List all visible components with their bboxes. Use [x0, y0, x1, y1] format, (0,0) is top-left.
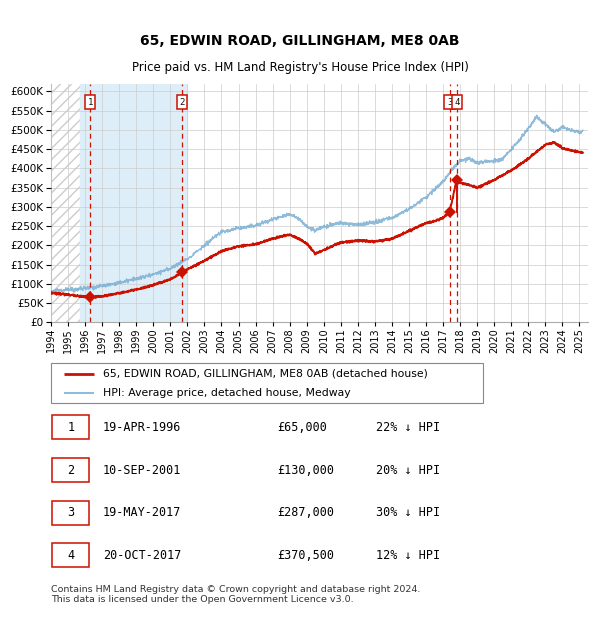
Text: 19-APR-1996: 19-APR-1996 — [103, 421, 181, 434]
Text: 20% ↓ HPI: 20% ↓ HPI — [376, 464, 440, 477]
Text: 4: 4 — [454, 98, 460, 107]
FancyBboxPatch shape — [52, 501, 89, 525]
Text: £287,000: £287,000 — [277, 506, 334, 519]
Text: 3: 3 — [67, 506, 74, 519]
Text: 65, EDWIN ROAD, GILLINGHAM, ME8 0AB (detached house): 65, EDWIN ROAD, GILLINGHAM, ME8 0AB (det… — [103, 368, 428, 379]
Bar — [51, 84, 80, 322]
Text: £65,000: £65,000 — [277, 421, 327, 434]
Text: 1: 1 — [67, 421, 74, 434]
FancyBboxPatch shape — [52, 458, 89, 482]
Text: 20-OCT-2017: 20-OCT-2017 — [103, 549, 181, 562]
Text: Contains HM Land Registry data © Crown copyright and database right 2024.
This d: Contains HM Land Registry data © Crown c… — [51, 585, 421, 604]
Text: £130,000: £130,000 — [277, 464, 334, 477]
Text: 65, EDWIN ROAD, GILLINGHAM, ME8 0AB: 65, EDWIN ROAD, GILLINGHAM, ME8 0AB — [140, 33, 460, 48]
Text: 2: 2 — [179, 98, 185, 107]
Text: 12% ↓ HPI: 12% ↓ HPI — [376, 549, 440, 562]
Text: £370,500: £370,500 — [277, 549, 334, 562]
Bar — [80, 84, 187, 322]
Text: 2: 2 — [67, 464, 74, 477]
Text: Price paid vs. HM Land Registry's House Price Index (HPI): Price paid vs. HM Land Registry's House … — [131, 61, 469, 74]
Text: HPI: Average price, detached house, Medway: HPI: Average price, detached house, Medw… — [103, 388, 350, 398]
Text: 3: 3 — [447, 98, 452, 107]
FancyBboxPatch shape — [52, 543, 89, 567]
FancyBboxPatch shape — [52, 415, 89, 440]
Text: 1: 1 — [88, 98, 93, 107]
Text: 22% ↓ HPI: 22% ↓ HPI — [376, 421, 440, 434]
FancyBboxPatch shape — [51, 363, 483, 403]
Text: 30% ↓ HPI: 30% ↓ HPI — [376, 506, 440, 519]
Text: 10-SEP-2001: 10-SEP-2001 — [103, 464, 181, 477]
Text: 19-MAY-2017: 19-MAY-2017 — [103, 506, 181, 519]
Text: 4: 4 — [67, 549, 74, 562]
